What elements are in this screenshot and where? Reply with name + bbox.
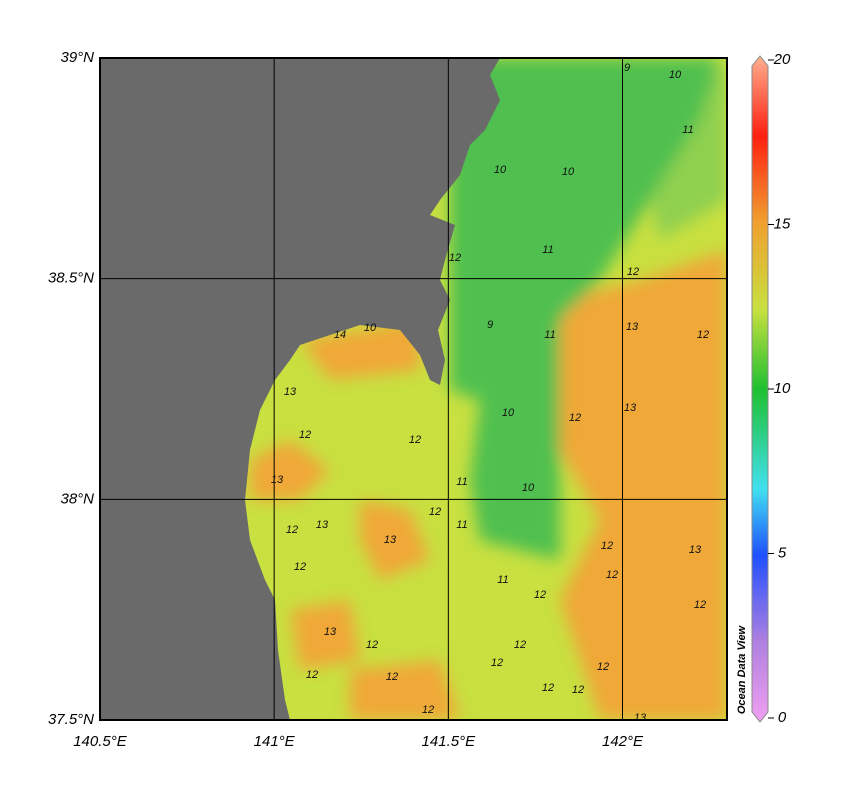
contour-label: 12 xyxy=(597,661,609,673)
contour-label: 9 xyxy=(487,319,493,331)
contour-label: 12 xyxy=(569,412,581,424)
colorbar-ticks: 0 5 10 15 20 xyxy=(768,51,791,726)
contour-label: 12 xyxy=(429,506,441,518)
contour-label: 12 xyxy=(286,524,298,536)
contour-label: 12 xyxy=(386,671,398,683)
contour-label: 11 xyxy=(682,124,693,136)
contour-label: 13 xyxy=(284,386,297,398)
contour-label: 12 xyxy=(491,657,503,669)
contour-label: 13 xyxy=(689,544,702,556)
colorbar-tick-label: 10 xyxy=(774,380,791,397)
contour-label: 13 xyxy=(316,519,329,531)
contour-label: 11 xyxy=(497,574,508,586)
x-tick-label: 141°E xyxy=(254,733,296,750)
contour-label: 13 xyxy=(271,474,284,486)
credit: Ocean Data View xyxy=(736,624,748,714)
contour-label: 10 xyxy=(502,407,515,419)
x-tick-label: 140.5°E xyxy=(73,733,128,750)
contour-label: 13 xyxy=(634,712,647,724)
contour-label: 12 xyxy=(606,569,618,581)
contour-label: 10 xyxy=(669,69,682,81)
contour-label: 10 xyxy=(364,322,377,334)
contour-label: 12 xyxy=(694,599,706,611)
contour-label: 10 xyxy=(562,166,575,178)
contour-label: 12 xyxy=(449,252,461,264)
colorbar-tick-label: 5 xyxy=(778,544,787,561)
y-tick-label: 37.5°N xyxy=(48,711,94,728)
contour-label: 11 xyxy=(544,329,555,341)
colorbar-tick-label: 15 xyxy=(774,215,791,232)
y-tick-label: 38°N xyxy=(60,490,94,507)
contour-label: 12 xyxy=(627,266,639,278)
contour-label: 10 xyxy=(522,482,535,494)
contour-labels: 9 10 11 10 10 11 12 12 9 13 12 11 13 10 12 10 11 11 12 13 12… xyxy=(271,62,709,724)
contour-label: 12 xyxy=(366,639,378,651)
contour-label: 12 xyxy=(422,704,434,716)
contour-label: 11 xyxy=(542,244,553,256)
contour-label: 12 xyxy=(514,639,526,651)
contour-label: 12 xyxy=(534,589,546,601)
contour-label: 12 xyxy=(294,561,306,573)
colorbar xyxy=(751,55,769,723)
land xyxy=(100,58,500,720)
y-tick-label: 38.5°N xyxy=(48,270,94,287)
contour-label: 12 xyxy=(601,540,613,552)
contour-label: 13 xyxy=(324,626,337,638)
contour-label: 13 xyxy=(626,321,639,333)
contour-label: 14 xyxy=(334,329,346,341)
contour-label: 12 xyxy=(697,329,709,341)
contour-label: 12 xyxy=(572,684,584,696)
x-tick-label: 141.5°E xyxy=(422,733,477,750)
map-frame xyxy=(99,57,728,721)
contour-label: 9 xyxy=(624,62,630,74)
contour-label: 11 xyxy=(456,476,467,488)
y-tick-label: 39°N xyxy=(60,49,94,66)
contour-label: 11 xyxy=(456,519,467,531)
contour-label: 12 xyxy=(299,429,311,441)
x-tick-label: 142°E xyxy=(602,733,644,750)
contour-label: 12 xyxy=(306,669,318,681)
colorbar-tick-label: 20 xyxy=(773,51,791,68)
contour-label: 13 xyxy=(624,402,637,414)
contour-label: 10 xyxy=(494,164,507,176)
contour-label: 13 xyxy=(384,534,397,546)
colorbar-tick-label: 0 xyxy=(778,709,787,726)
contour-label: 12 xyxy=(409,434,421,446)
contour-label: 12 xyxy=(542,682,554,694)
